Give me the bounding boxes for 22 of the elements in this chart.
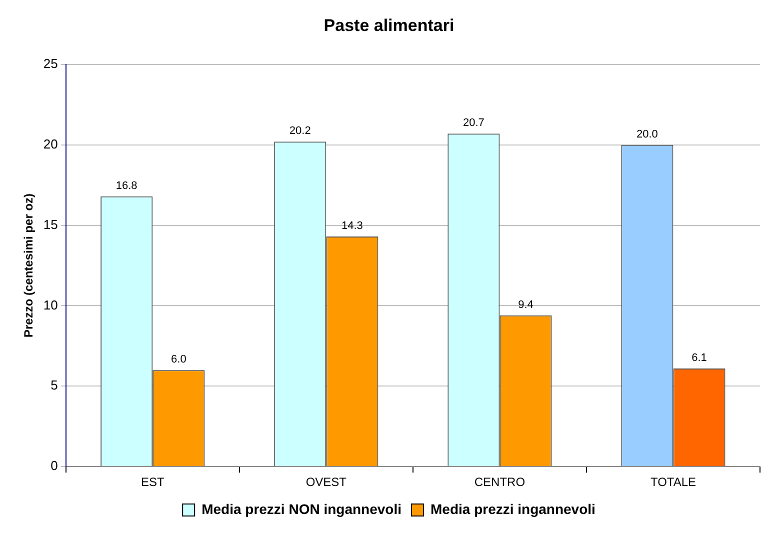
legend-label: Media prezzi ingannevoli <box>430 500 596 517</box>
y-tick-label: 5 <box>50 378 58 393</box>
data-label: 20.7 <box>462 117 484 130</box>
data-label: 6.1 <box>692 352 707 364</box>
legend-label: Media prezzi NON ingannevoli <box>202 500 402 517</box>
x-tick-label: EST <box>140 475 165 490</box>
y-axis-title: Prezzo (centesimi per oz) <box>22 193 36 338</box>
x-tick-label: OVEST <box>306 475 348 490</box>
data-label: 9.4 <box>518 298 534 311</box>
y-tick-label: 0 <box>50 458 58 474</box>
data-label: 20.2 <box>289 125 311 138</box>
x-tick-label: TOTALE <box>650 475 696 490</box>
data-label: 14.3 <box>341 220 363 232</box>
y-tick-label: 25 <box>43 56 58 71</box>
y-tick-label: 15 <box>43 216 58 232</box>
y-tick-label: 20 <box>43 136 58 152</box>
data-label: 6.0 <box>171 354 186 366</box>
data-label: 16.8 <box>116 180 138 192</box>
x-tick-label: CENTRO <box>474 475 526 490</box>
y-tick-label: 10 <box>43 297 58 312</box>
data-label: 20.0 <box>636 128 658 140</box>
chart-title: Paste alimentari <box>324 16 454 35</box>
